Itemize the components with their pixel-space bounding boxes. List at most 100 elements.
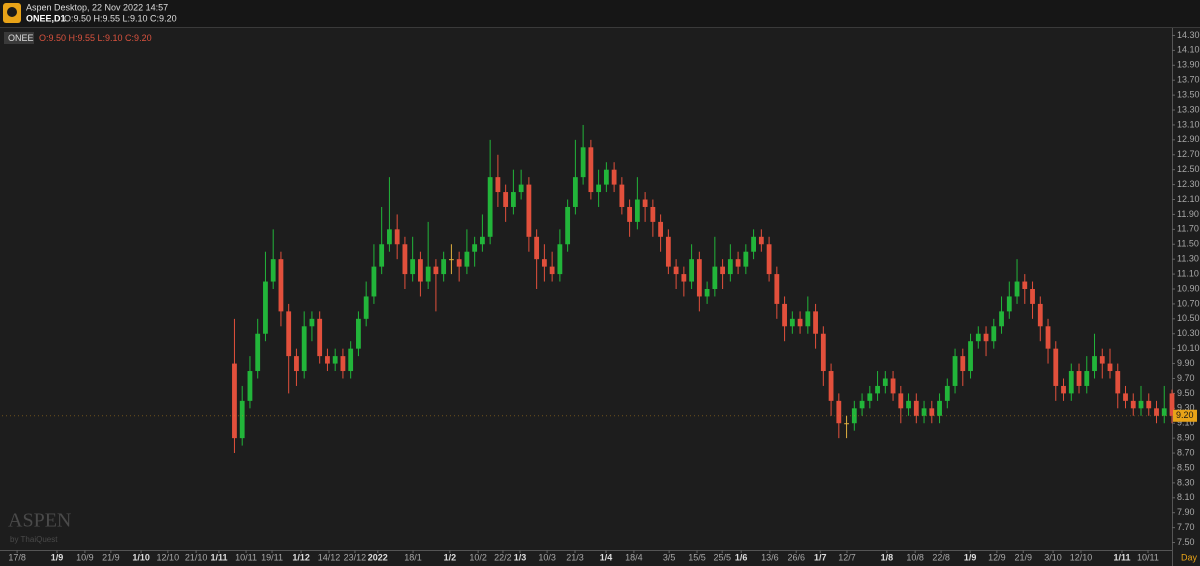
- y-tick-label: 12.50: [1177, 164, 1200, 174]
- candle-body: [549, 266, 555, 275]
- candle-body: [743, 251, 749, 267]
- last-price-label: 9.20: [1176, 410, 1194, 420]
- candle-body: [968, 341, 973, 372]
- y-tick-label: 8.50: [1177, 462, 1195, 472]
- y-tick-label: 11.90: [1177, 209, 1199, 219]
- y-tick-label: 11.70: [1177, 224, 1199, 234]
- header-bar: [0, 0, 1200, 27]
- candle-body: [456, 259, 462, 267]
- candle-body: [929, 408, 935, 416]
- y-tick-label: 11.10: [1177, 268, 1199, 278]
- y-tick-label: 12.70: [1177, 149, 1200, 159]
- candle-body: [859, 400, 865, 409]
- x-tick-label: 26/6: [787, 552, 805, 562]
- y-tick-label: 10.90: [1177, 283, 1200, 293]
- y-tick-label: 10.10: [1177, 343, 1200, 353]
- candle-body: [541, 259, 547, 267]
- x-tick-label: 12/7: [838, 552, 856, 562]
- candle-body: [658, 221, 664, 237]
- candle-body: [441, 259, 447, 275]
- x-tick-label: 1/7: [814, 552, 827, 562]
- candle-body: [704, 289, 710, 297]
- x-tick-label: 21/3: [566, 552, 584, 562]
- x-tick-label: 14/12: [318, 552, 341, 562]
- x-tick-label: 12/10: [157, 552, 180, 562]
- legend-symbol: ONEE: [8, 33, 34, 43]
- symbol: ONEE,D1: [26, 13, 66, 23]
- candle-body: [898, 393, 904, 409]
- candle-body: [1099, 356, 1105, 364]
- candle-body: [1022, 281, 1028, 289]
- legend-box: [4, 32, 34, 44]
- candle-body: [921, 408, 927, 416]
- candle-body: [975, 333, 981, 342]
- candle-body: [1030, 289, 1035, 304]
- candle-body: [1161, 408, 1167, 416]
- x-tick-label: 18/1: [404, 552, 422, 562]
- y-tick-label: 9.90: [1177, 358, 1195, 368]
- candle-body: [1061, 385, 1066, 394]
- candle-body: [518, 184, 524, 193]
- x-tick-label: 1/11: [210, 552, 227, 562]
- candle-body: [642, 199, 648, 207]
- candle-body: [766, 244, 772, 275]
- candle-body: [828, 371, 834, 401]
- candle-body: [402, 244, 408, 275]
- candle-body: [464, 251, 470, 267]
- y-tick-label: 12.90: [1177, 134, 1200, 144]
- candle-body: [526, 184, 532, 237]
- x-tick-label: 23/12: [344, 552, 367, 562]
- candle-body: [1084, 371, 1090, 386]
- candle-body: [983, 333, 989, 342]
- candle-body: [937, 400, 942, 416]
- x-tick-label: 15/5: [688, 552, 706, 562]
- watermark: ASPEN: [8, 510, 71, 532]
- candle-body: [317, 318, 323, 357]
- candle-body: [247, 371, 253, 401]
- candle-body: [472, 244, 478, 252]
- y-tick-label: 9.70: [1177, 373, 1195, 383]
- y-tick-label: 13.30: [1177, 104, 1200, 114]
- x-tick-label: 10/3: [538, 552, 556, 562]
- candle-body: [1169, 393, 1175, 416]
- y-tick-label: 12.10: [1177, 194, 1200, 204]
- candle-body: [1076, 371, 1082, 386]
- x-tick-label: 1/9: [964, 552, 977, 562]
- candle-body: [588, 147, 594, 193]
- candle-body: [1037, 303, 1043, 327]
- y-tick-label: 14.30: [1177, 30, 1200, 40]
- y-tick-label: 7.90: [1177, 507, 1195, 517]
- y-tick-label: 14.10: [1177, 45, 1200, 55]
- x-tick-label: 2022: [368, 552, 388, 562]
- candle-body: [960, 356, 966, 372]
- candle-body: [751, 236, 756, 252]
- y-tick-label: 9.50: [1177, 388, 1195, 398]
- candle-body: [1123, 393, 1128, 401]
- candle-body: [758, 236, 764, 245]
- candle-body: [340, 356, 346, 372]
- candle-body: [890, 378, 896, 394]
- y-tick-label: 10.50: [1177, 313, 1200, 323]
- candle-body: [603, 169, 609, 185]
- y-tick-label: 12.30: [1177, 179, 1200, 189]
- candle-body: [503, 192, 509, 207]
- candle-body: [627, 206, 633, 222]
- candle-body: [820, 333, 826, 372]
- candle-body: [479, 236, 485, 245]
- y-tick-label: 10.30: [1177, 328, 1200, 338]
- candle-body: [325, 356, 330, 364]
- candle-body: [270, 259, 276, 282]
- candle-body: [534, 236, 540, 260]
- x-tick-label: 1/3: [514, 552, 527, 562]
- candle-body: [418, 259, 423, 282]
- candle-body: [619, 184, 625, 207]
- x-tick-label: 13/6: [761, 552, 779, 562]
- y-tick-label: 13.90: [1177, 60, 1200, 70]
- candle-body: [735, 259, 741, 267]
- x-tick-label: 1/2: [444, 552, 457, 562]
- candle-body: [797, 318, 803, 327]
- candle-body: [433, 266, 439, 275]
- x-tick-label: 1/12: [292, 552, 310, 562]
- candle-body: [1006, 296, 1012, 312]
